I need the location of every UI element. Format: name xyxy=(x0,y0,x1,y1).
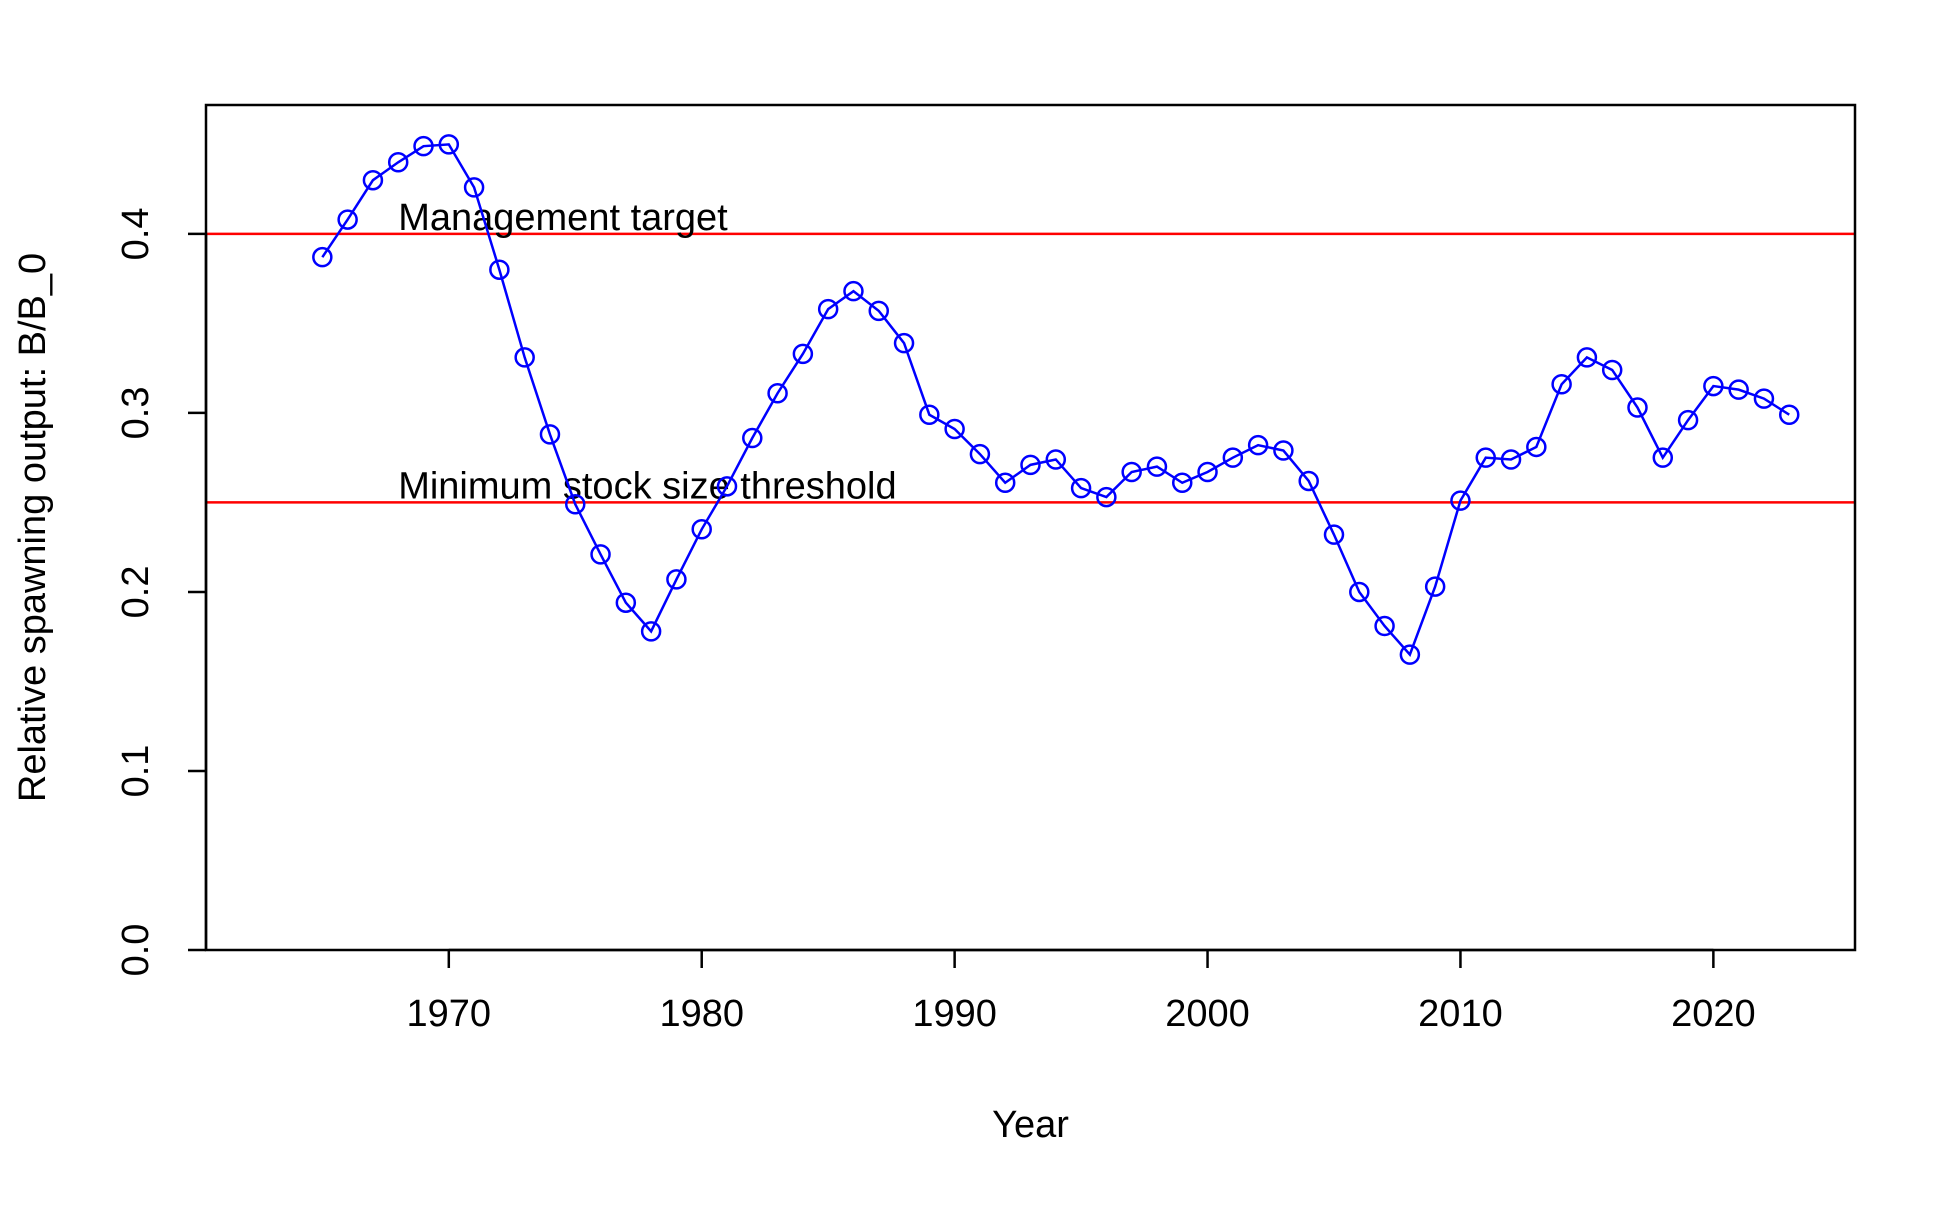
data-point xyxy=(413,135,434,157)
series-layer xyxy=(312,134,1800,665)
data-point xyxy=(1500,449,1522,470)
data-point xyxy=(1424,576,1446,597)
data-point xyxy=(539,424,561,445)
data-point xyxy=(1121,461,1142,483)
data-point xyxy=(514,347,535,368)
data-point xyxy=(312,246,333,268)
x-tick-label: 2000 xyxy=(1165,993,1250,1035)
reference-line-label: Management target xyxy=(398,197,728,239)
data-point xyxy=(1399,644,1421,665)
y-tick-label: 0.4 xyxy=(115,207,157,260)
data-point xyxy=(1020,454,1041,476)
y-tick-label: 0.1 xyxy=(115,745,157,798)
data-point xyxy=(767,382,788,404)
data-point xyxy=(716,476,738,497)
data-point xyxy=(742,427,763,449)
reference-lines xyxy=(206,232,1855,504)
data-point xyxy=(1374,615,1395,637)
data-point xyxy=(1652,447,1674,468)
data-point xyxy=(1450,490,1471,511)
x-tick-label: 2020 xyxy=(1671,993,1756,1035)
reference-line-label: Minimum stock size threshold xyxy=(398,465,896,507)
data-point xyxy=(817,298,839,320)
x-tick-label: 1970 xyxy=(407,993,492,1035)
y-tick-label: 0.3 xyxy=(115,387,157,440)
data-point xyxy=(1601,359,1623,381)
data-point xyxy=(489,259,510,280)
data-point xyxy=(868,300,890,322)
data-point xyxy=(438,134,460,155)
data-point xyxy=(640,621,662,642)
data-point xyxy=(1703,375,1724,397)
data-point xyxy=(1096,486,1117,508)
data-point xyxy=(1551,374,1572,395)
data-point xyxy=(1627,397,1648,418)
data-point xyxy=(1045,449,1067,470)
y-axis: 0.0 0.1 0.2 0.3 0.4 xyxy=(115,207,208,977)
data-point xyxy=(1349,581,1370,603)
x-tick-label: 1980 xyxy=(659,993,744,1035)
data-point xyxy=(994,472,1016,493)
data-point xyxy=(1475,447,1496,468)
data-point xyxy=(1753,388,1775,409)
data-point xyxy=(1222,447,1244,468)
data-point xyxy=(590,544,611,565)
data-point xyxy=(337,209,358,230)
x-tick-label: 2010 xyxy=(1418,993,1503,1035)
data-point xyxy=(969,443,991,465)
data-point xyxy=(843,280,864,302)
data-point xyxy=(1273,440,1294,461)
data-point xyxy=(1070,477,1092,499)
data-point xyxy=(1298,470,1319,492)
reference-labels: Management target Minimum stock size thre… xyxy=(398,197,896,508)
data-point xyxy=(1197,461,1218,483)
data-point xyxy=(792,343,814,365)
data-point xyxy=(919,404,940,425)
data-point xyxy=(691,519,712,540)
data-point xyxy=(1171,472,1193,493)
data-point xyxy=(463,177,485,198)
data-point xyxy=(565,493,586,515)
data-point xyxy=(1146,456,1168,477)
y-tick-label: 0.2 xyxy=(115,566,157,619)
data-point xyxy=(1576,347,1598,368)
data-point xyxy=(362,169,384,191)
data-point xyxy=(1323,524,1345,545)
x-tick-label: 1990 xyxy=(912,993,997,1035)
data-point xyxy=(387,152,409,173)
data-point xyxy=(944,418,965,440)
data-point xyxy=(1728,379,1749,400)
data-point xyxy=(666,569,687,590)
data-point xyxy=(1778,404,1800,425)
data-point xyxy=(1526,436,1547,458)
x-axis: 1970 1980 1990 2000 2010 2020 xyxy=(407,948,1756,1035)
data-point xyxy=(893,332,915,354)
y-tick-label: 0.0 xyxy=(115,924,157,977)
data-point xyxy=(1677,409,1699,431)
data-point xyxy=(615,592,637,613)
x-axis-label: Year xyxy=(992,1104,1069,1146)
data-point xyxy=(1247,434,1269,456)
y-axis-label: Relative spawning output: B/B_0 xyxy=(12,253,54,802)
series-line xyxy=(321,143,1790,657)
